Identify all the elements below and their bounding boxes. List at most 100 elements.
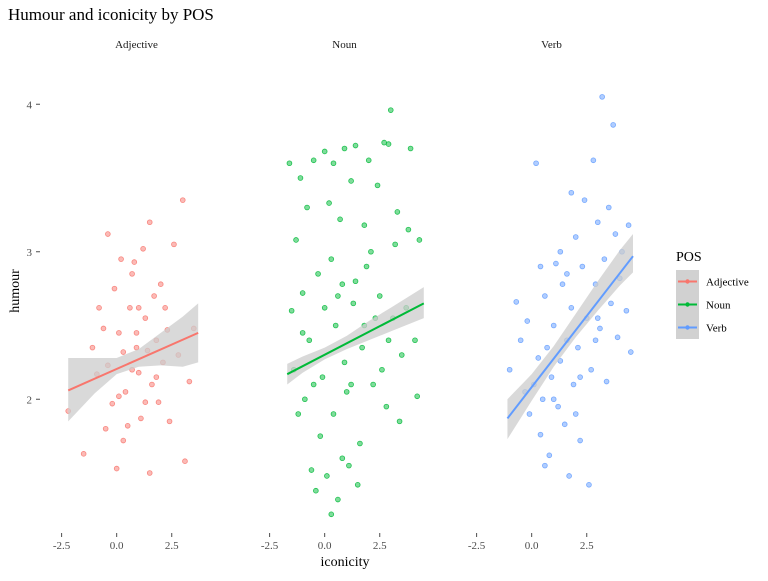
data-point <box>575 344 581 351</box>
data-point <box>550 322 557 329</box>
data-point <box>310 381 317 388</box>
y-axis: 2 3 4 <box>27 99 40 406</box>
data-point <box>302 396 308 403</box>
x-tick-label: 0.0 <box>525 540 539 552</box>
data-point <box>592 337 599 344</box>
data-point <box>542 293 548 299</box>
data-point <box>293 237 299 243</box>
data-point <box>557 248 564 255</box>
x-tick-label: 0.0 <box>318 540 332 552</box>
data-point <box>332 322 339 329</box>
data-point <box>288 307 295 314</box>
legend-key-point <box>685 279 690 284</box>
data-point <box>142 399 149 406</box>
data-point <box>577 437 583 444</box>
data-point <box>387 107 394 113</box>
data-point <box>337 216 343 223</box>
data-point <box>594 315 601 321</box>
data-point <box>166 418 173 425</box>
data-point <box>506 366 513 373</box>
data-point <box>297 175 304 181</box>
data-point <box>339 455 346 462</box>
data-point <box>348 178 354 184</box>
data-point <box>138 415 144 422</box>
data-point <box>570 381 577 388</box>
data-point <box>579 263 586 270</box>
data-point <box>354 481 361 488</box>
data-point <box>155 399 162 406</box>
data-point <box>310 157 317 164</box>
legend-label: Adjective <box>706 277 749 289</box>
data-point <box>286 160 293 167</box>
data-point <box>361 222 368 229</box>
data-point <box>572 411 579 417</box>
regression-line <box>67 331 199 392</box>
data-point <box>612 231 619 237</box>
data-point <box>385 141 392 147</box>
facet-strip-label: Verb <box>541 39 562 51</box>
data-point <box>339 281 346 288</box>
data-point <box>321 148 328 155</box>
data-point <box>383 403 390 410</box>
data-point <box>407 145 414 152</box>
data-point <box>341 359 348 366</box>
data-point <box>357 440 363 447</box>
regression-line <box>506 255 634 420</box>
x-tick-label: -2.5 <box>53 540 71 552</box>
x-tick-label: 2.5 <box>165 540 179 552</box>
data-point <box>133 330 140 336</box>
data-point <box>335 293 341 299</box>
confidence-ribbon <box>287 287 424 385</box>
data-point <box>352 142 359 149</box>
legend: POS Adjective Noun Verb <box>676 250 749 339</box>
x-tick-label: 0.0 <box>110 540 124 552</box>
facet-panels: Adjective -2.5 0.0 2.5 Noun -2.5 0.0 2.5 Verb -2.… <box>53 39 634 552</box>
regression-line <box>286 302 425 376</box>
data-point <box>542 462 548 469</box>
data-point <box>588 366 594 373</box>
data-point <box>116 330 122 336</box>
legend-item-adjective: Adjective <box>676 270 749 293</box>
facet-adjective: Adjective -2.5 0.0 2.5 <box>53 39 199 552</box>
data-point <box>370 381 376 388</box>
data-point <box>96 304 102 311</box>
data-point <box>146 219 153 226</box>
data-point <box>513 299 520 305</box>
data-point <box>627 349 634 355</box>
data-point <box>586 481 592 488</box>
data-point <box>365 157 372 164</box>
data-point <box>374 182 381 189</box>
data-point <box>555 403 561 410</box>
data-point <box>131 259 138 265</box>
data-point <box>120 437 127 444</box>
data-point <box>568 304 575 311</box>
data-point <box>109 400 116 407</box>
data-point <box>352 278 359 285</box>
data-point <box>304 204 310 211</box>
data-point <box>412 337 418 344</box>
data-point <box>535 355 542 361</box>
data-point <box>572 234 579 240</box>
data-point <box>553 260 559 267</box>
data-point <box>599 94 605 100</box>
data-point <box>324 473 330 479</box>
data-point <box>394 209 401 215</box>
data-point <box>537 263 544 270</box>
data-point <box>127 304 133 311</box>
data-point <box>577 374 583 380</box>
data-point <box>317 433 324 439</box>
legend-item-noun: Noun <box>676 293 731 316</box>
data-point <box>330 160 337 167</box>
data-point <box>548 374 555 380</box>
data-point <box>319 374 326 380</box>
data-point <box>149 381 155 388</box>
y-axis-label: humour <box>8 269 23 313</box>
data-point <box>559 281 566 288</box>
data-point <box>561 421 568 428</box>
data-point <box>533 160 539 167</box>
data-point <box>594 219 601 226</box>
data-point <box>568 189 575 196</box>
data-point <box>299 330 306 336</box>
data-point <box>100 325 107 332</box>
